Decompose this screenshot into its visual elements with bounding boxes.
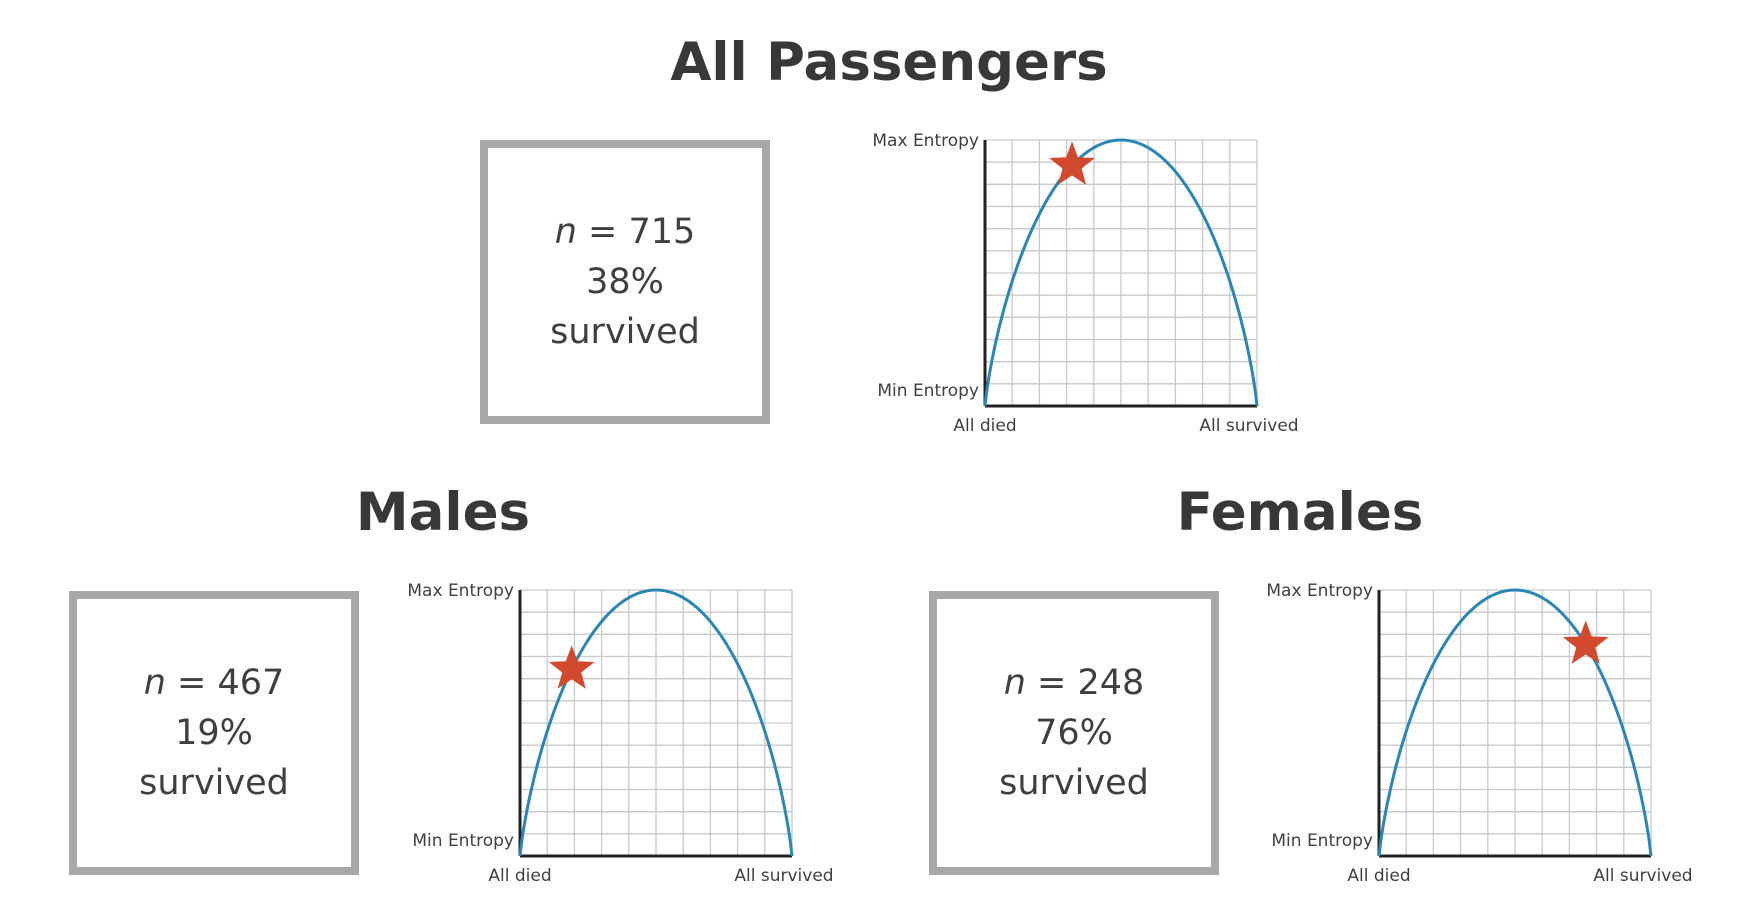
survival-percent: 76% (1035, 713, 1113, 753)
y-tick-label-max: Max Entropy (407, 581, 514, 601)
y-tick-label-max: Max Entropy (872, 131, 979, 151)
x-tick-label-right: All survived (1593, 866, 1692, 886)
entropy-chart-males: Max Entropy Min Entropy All died All surviv… (407, 581, 833, 886)
x-tick-label-right: All survived (1199, 416, 1298, 436)
x-tick-label-left: All died (488, 866, 551, 886)
y-tick-label-min: Min Entropy (877, 381, 979, 401)
survived-label: survived (550, 312, 700, 352)
survival-percent: 38% (586, 262, 664, 302)
entropy-chart-all-passengers: Max Entropy Min Entropy All died All surviv… (872, 131, 1298, 436)
survived-label: survived (999, 763, 1149, 803)
y-tick-label-max: Max Entropy (1266, 581, 1373, 601)
grid (985, 139, 1258, 406)
grid (1379, 589, 1652, 856)
x-tick-label-left: All died (953, 416, 1016, 436)
y-tick-label-min: Min Entropy (1271, 831, 1373, 851)
y-tick-label-min: Min Entropy (412, 831, 514, 851)
x-tick-label-left: All died (1347, 866, 1410, 886)
grid (520, 589, 793, 856)
entropy-chart-females: Max Entropy Min Entropy All died All surviv… (1266, 581, 1692, 886)
survival-percent: 19% (175, 713, 253, 753)
entropy-curve (1377, 588, 1653, 857)
n-count: n = 715 (554, 212, 696, 252)
heading-males: Males (355, 482, 531, 543)
star-marker (1562, 620, 1609, 664)
n-count: n = 248 (1003, 663, 1145, 703)
star-marker (548, 645, 595, 689)
x-tick-label-right: All survived (734, 866, 833, 886)
star-marker (1049, 141, 1095, 185)
heading-females: Females (1176, 482, 1424, 543)
entropy-curve (983, 138, 1259, 407)
stats-box-males: n = 467 19% survived (69, 591, 359, 875)
survived-label: survived (139, 763, 289, 803)
stats-box-females: n = 248 76% survived (929, 591, 1219, 875)
heading-all-passengers: All Passengers (670, 32, 1108, 93)
stats-box-all-passengers: n = 715 38% survived (480, 140, 770, 424)
n-count: n = 467 (143, 663, 285, 703)
